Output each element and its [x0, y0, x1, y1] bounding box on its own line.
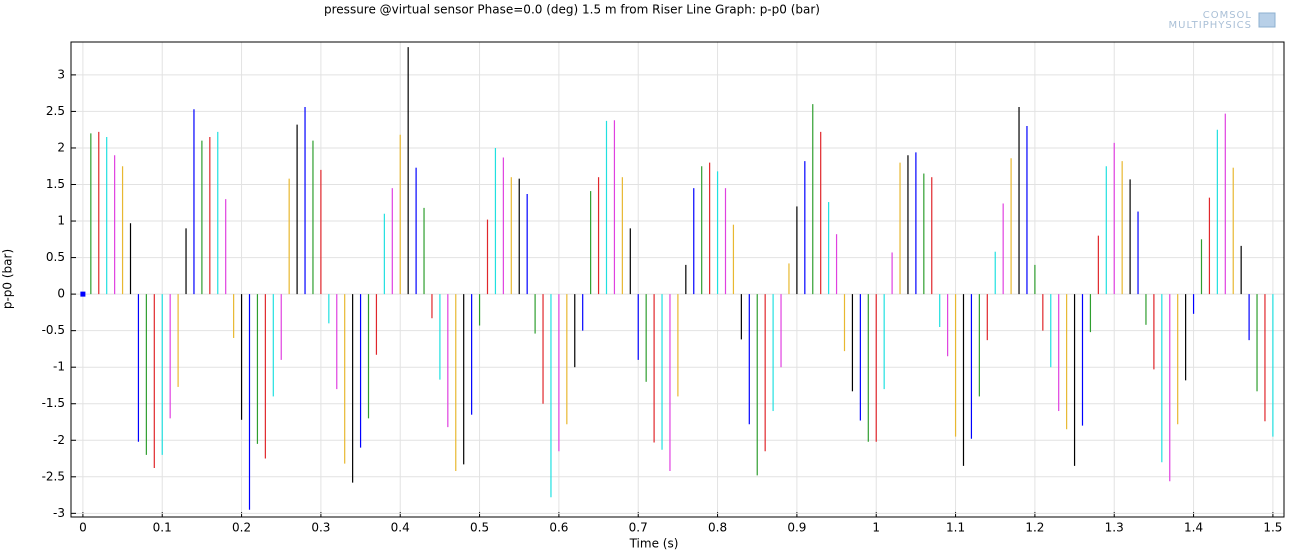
x-tick-label: 0 [79, 521, 87, 535]
y-tick-label: 0 [57, 287, 65, 301]
x-tick-label: 0.3 [311, 521, 330, 535]
y-tick-label: 1.5 [46, 177, 65, 191]
x-tick-label: 0.5 [470, 521, 489, 535]
x-tick-label: 1.1 [946, 521, 965, 535]
plot-frame [70, 41, 1285, 518]
y-tick-label: 3 [57, 67, 65, 81]
watermark: COMSOL [1203, 10, 1252, 21]
x-tick-label: 0.9 [787, 521, 806, 535]
x-tick-label: 0.2 [232, 521, 251, 535]
chart-title: pressure @virtual sensor Phase=0.0 (deg)… [324, 3, 820, 17]
y-tick-label: 0.5 [46, 250, 65, 264]
watermark: MULTIPHYSICS [1169, 20, 1252, 31]
y-tick-label: -2.5 [42, 469, 65, 483]
y-tick-label: -3 [53, 506, 65, 520]
y-tick-label: -0.5 [42, 323, 65, 337]
x-tick-label: 1.3 [1105, 521, 1124, 535]
y-tick-label: 2 [57, 140, 65, 154]
x-tick-label: 1.5 [1263, 521, 1282, 535]
y-tick-label: 1 [57, 214, 65, 228]
y-tick-label: 2.5 [46, 104, 65, 118]
x-tick-label: 0.4 [391, 521, 410, 535]
x-tick-label: 0.8 [708, 521, 727, 535]
y-tick-label: -1.5 [42, 396, 65, 410]
y-tick-label: -2 [53, 433, 65, 447]
x-tick-label: 0.6 [549, 521, 568, 535]
x-tick-label: 1.2 [1025, 521, 1044, 535]
x-tick-label: 0.7 [629, 521, 648, 535]
logo-icon [1258, 12, 1276, 28]
x-axis-label: Time (s) [629, 537, 679, 551]
y-tick-label: -1 [53, 360, 65, 374]
y-axis-label: p-p0 (bar) [1, 249, 15, 309]
x-tick-label: 1 [872, 521, 880, 535]
stem-marker [80, 291, 86, 297]
x-tick-label: 1.4 [1184, 521, 1203, 535]
x-tick-label: 0.1 [153, 521, 172, 535]
